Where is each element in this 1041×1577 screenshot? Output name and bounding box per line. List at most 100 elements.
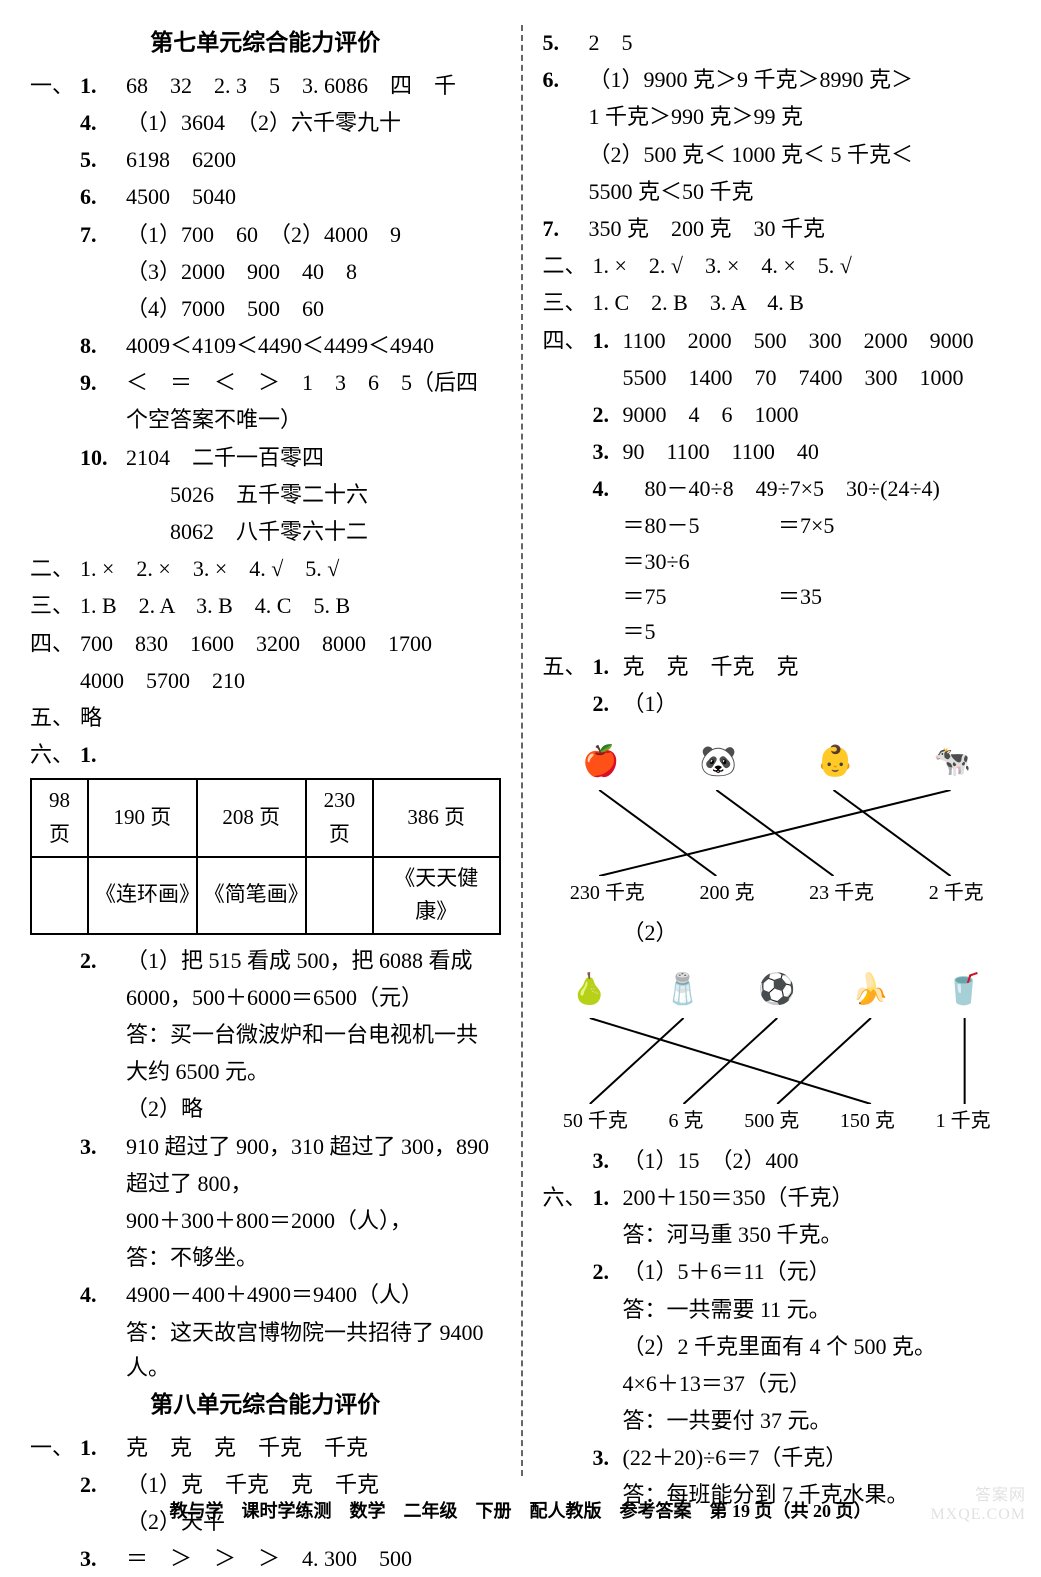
answer-text: 1 千克＞990 克＞99 克 (543, 99, 1012, 134)
calc-step: ＝80－5 (623, 508, 773, 543)
q-num: 2. (593, 397, 623, 432)
answer-text: （2）略 (30, 1091, 501, 1126)
calc-step: ＝5 (623, 614, 773, 649)
answer-text: 克 克 克 千克 千克 (126, 1430, 501, 1465)
answer-text: 克 克 千克 克 (623, 649, 1012, 684)
answer-text: 900＋300＋800＝2000（人）， (30, 1203, 501, 1238)
q-num: 10. (80, 440, 126, 475)
q-num: 9. (80, 365, 126, 400)
calc-step: ＝7×5 (778, 508, 928, 543)
q-num: 4. (80, 1277, 126, 1312)
answer-text: （1）9900 克＞9 千克＞8990 克＞ (589, 62, 1012, 97)
right-column: 5.2 5 6.（1）9900 克＞9 千克＞8990 克＞ 1 千克＞990 … (521, 25, 1012, 1476)
table-cell: 386 页 (373, 779, 499, 856)
weight-label: 23 千克 (809, 877, 874, 909)
answer-text: 6198 6200 (126, 142, 501, 177)
table-cell (306, 857, 374, 934)
q-num: 1. (80, 737, 126, 772)
answer-text: 700 830 1600 3200 8000 1700 (80, 626, 501, 661)
answer-text: （1）15 （2）400 (623, 1143, 1012, 1178)
table-cell: 《天天健康》 (373, 857, 499, 934)
answer-text: 大约 6500 元。 (30, 1054, 501, 1089)
answer-text: （1）700 60 （2）4000 9 (126, 217, 501, 252)
answer-text: 80－40÷8 49÷7×5 30÷(24÷4) (623, 471, 1012, 506)
q-num: 1. (80, 1430, 126, 1465)
ricebag-icon: 🧂 (658, 966, 708, 1014)
page-footer: 教与学 课时学练测 数学 二年级 下册 配人教版 参考答案 第 19 页（共 2… (0, 1497, 1041, 1526)
q-num: 4. (80, 105, 126, 140)
cow-icon: 🐄 (927, 738, 977, 786)
answer-text: 答：不够坐。 (30, 1240, 501, 1275)
q-num: 8. (80, 328, 126, 363)
answer-text: 8062 八千零六十二 (30, 514, 501, 549)
section-label: 四、 (543, 323, 593, 358)
answer-text: 68 32 2. 3 5 3. 6086 四 千 (126, 68, 501, 103)
answer-text: 1. B 2. A 3. B 4. C 5. B (80, 588, 501, 623)
section-label: 二、 (543, 248, 593, 283)
weight-label: 6 克 (669, 1105, 704, 1137)
answer-text: 5500 1400 70 7400 300 1000 (543, 360, 1012, 395)
table-cell: 230 页 (306, 779, 374, 856)
answer-text: 200＋150＝350（千克） (623, 1180, 1012, 1215)
table-cell: 《简笔画》 (197, 857, 306, 934)
answer-text: （2） (543, 915, 1012, 950)
calc-step: ＝75 (623, 579, 773, 614)
answer-text: 2 5 (589, 25, 1012, 60)
q-num: 5. (80, 142, 126, 177)
weight-label: 2 千克 (929, 877, 984, 909)
answer-text: 答：河马重 350 千克。 (543, 1217, 1012, 1252)
table-cell: 190 页 (88, 779, 197, 856)
answer-table: 98 页 190 页 208 页 230 页 386 页 《连环画》 《简笔画》… (30, 778, 501, 934)
answer-text: 答：这天故宫博物院一共招待了 9400 人。 (30, 1315, 501, 1385)
answer-text: （3）2000 900 40 8 (30, 254, 501, 289)
section-label: 五、 (30, 700, 80, 735)
q-num: 3. (593, 1440, 623, 1475)
section-label: 六、 (30, 737, 80, 772)
apple-icon: 🍎 (576, 738, 626, 786)
q-num: 3. (593, 434, 623, 469)
q-num: 1. (593, 323, 623, 358)
ball-icon: ⚽ (752, 966, 802, 1014)
answer-text: 1. C 2. B 3. A 4. B (593, 285, 1012, 320)
answer-text: 超过了 800， (30, 1166, 501, 1201)
answer-text: （1）3604 （2）六千零九十 (126, 105, 501, 140)
section-label: 四、 (30, 626, 80, 661)
answer-text: （1）把 515 看成 500，把 6088 看成 (126, 943, 501, 978)
answer-text: 4×6＋13＝37（元） (543, 1366, 1012, 1401)
answer-text: 910 超过了 900，310 超过了 300，890 (126, 1129, 501, 1164)
child-icon: 👶 (810, 738, 860, 786)
q-num: 7. (80, 217, 126, 252)
answer-text: 略 (80, 700, 501, 735)
weight-label: 150 克 (840, 1105, 895, 1137)
answer-text: 个空答案不唯一） (30, 402, 501, 437)
matching-diagram-1: 🍎 🐼 👶 🐄 230 千克 200 克 23 千克 2 千克 (543, 732, 1012, 909)
weight-label: 1 千克 (936, 1105, 991, 1137)
section-label: 六、 (543, 1180, 593, 1215)
q-num: 1. (80, 68, 126, 103)
page-content: 第七单元综合能力评价 一、1.68 32 2. 3 5 3. 6086 四 千 … (0, 0, 1041, 1486)
answer-text: 9000 4 6 1000 (623, 397, 1012, 432)
pear-icon: 🍐 (564, 966, 614, 1014)
unit7-title: 第七单元综合能力评价 (30, 25, 501, 62)
q-num: 2. (593, 1254, 623, 1289)
answer-text: （2）500 克＜ 1000 克＜ 5 千克＜ (543, 137, 1012, 172)
weight-label: 500 克 (744, 1105, 799, 1137)
answer-text: (22＋20)÷6＝7（千克） (623, 1440, 1012, 1475)
calc-step: ＝35 (778, 579, 928, 614)
answer-text: 2104 二千一百零四 (126, 440, 501, 475)
answer-text: 350 克 200 克 30 千克 (589, 211, 1012, 246)
watermark: 答案网 MXQE.COM (930, 1486, 1026, 1524)
answer-text: 90 1100 1100 40 (623, 434, 1012, 469)
answer-text: （4）7000 500 60 (30, 291, 501, 326)
q-num: 3. (593, 1143, 623, 1178)
table-cell: 98 页 (31, 779, 88, 856)
left-column: 第七单元综合能力评价 一、1.68 32 2. 3 5 3. 6086 四 千 … (30, 25, 521, 1476)
q-num: 3. (80, 1541, 126, 1576)
table-cell (31, 857, 88, 934)
q-num: 6. (543, 62, 589, 97)
answer-text: 1. × 2. × 3. × 4. √ 5. √ (80, 551, 501, 586)
answer-text: 4900－400＋4900＝9400（人） (126, 1277, 501, 1312)
weight-label: 230 千克 (570, 877, 645, 909)
weight-label: 200 克 (699, 877, 754, 909)
table-cell: 208 页 (197, 779, 306, 856)
